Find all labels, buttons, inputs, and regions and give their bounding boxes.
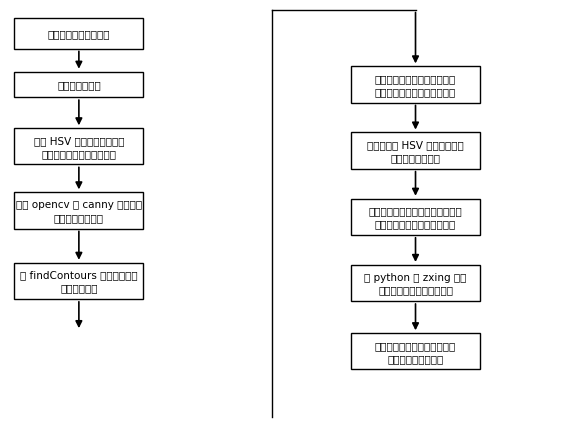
Text: 矫正图像的畸变: 矫正图像的畸变 [57, 80, 101, 90]
Bar [351, 67, 480, 103]
Bar [14, 193, 143, 229]
Bar [351, 333, 480, 370]
Text: 用 findContours 函数获得轮廓
线的具体数据: 用 findContours 函数获得轮廓 线的具体数据 [20, 270, 138, 293]
Text: 根据轮廓线的长度，位置和层
次筛选出我们需要的色带轮廓: 根据轮廓线的长度，位置和层 次筛选出我们需要的色带轮廓 [375, 74, 456, 97]
Bar [351, 199, 480, 235]
Text: 摄像头获得天花板图像: 摄像头获得天花板图像 [48, 29, 110, 39]
Text: 通过 HSV 色调及饱和度过滤
获得只包含指定色彩的图像: 通过 HSV 色调及饱和度过滤 获得只包含指定色彩的图像 [33, 135, 124, 158]
Bar [14, 263, 143, 299]
Text: 用 python 的 zxing 模块
轻易地谈取图像中的二维码: 用 python 的 zxing 模块 轻易地谈取图像中的二维码 [365, 272, 467, 295]
Text: 再根据二维码中的地址信息得
到机器人的绝对位置: 再根据二维码中的地址信息得 到机器人的绝对位置 [375, 340, 456, 363]
Text: 根据双色带及二维码方块的位置，
可以计算出机器人相对位置。: 根据双色带及二维码方块的位置， 可以计算出机器人相对位置。 [369, 206, 462, 229]
Bar [14, 72, 143, 98]
Bar [351, 265, 480, 302]
Bar [14, 129, 143, 165]
Bar [351, 133, 480, 169]
Text: 用另外一组 HSV 参数获得二维
码部分的方形轮廓: 用另外一组 HSV 参数获得二维 码部分的方形轮廓 [367, 140, 464, 163]
Text: 使用 opencv 的 canny 函数获得
图像里面的轮廓线: 使用 opencv 的 canny 函数获得 图像里面的轮廓线 [16, 199, 142, 222]
Bar [14, 19, 143, 49]
